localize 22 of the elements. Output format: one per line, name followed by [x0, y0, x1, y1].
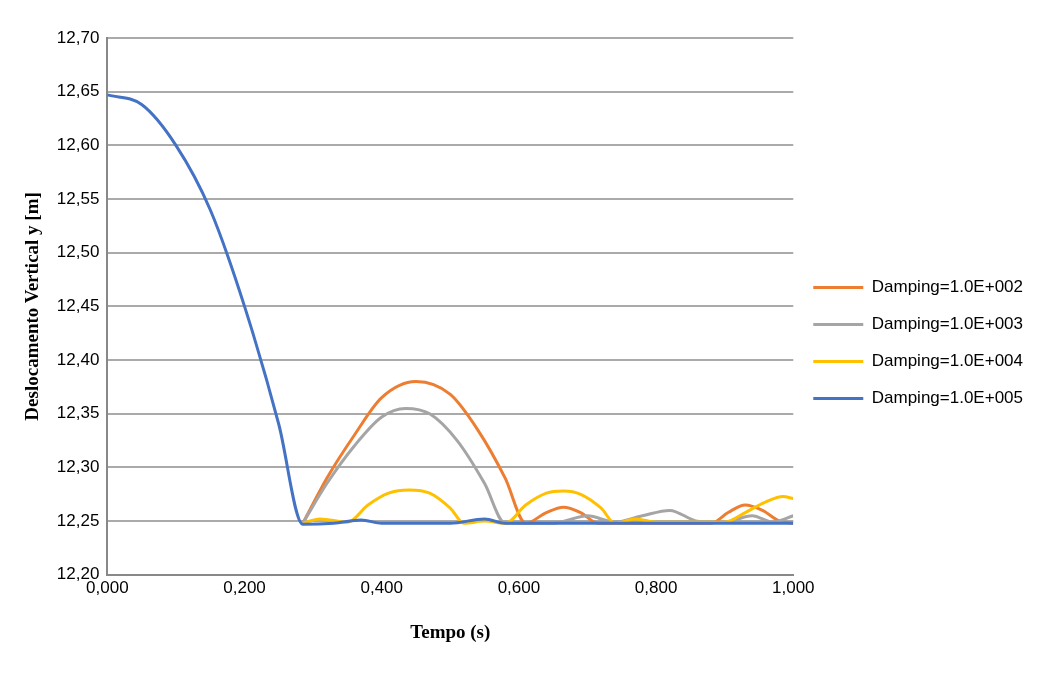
y-tick-label: 12,25 [56, 510, 100, 530]
x-tick-label: 0,800 [634, 577, 678, 597]
y-tick-label: 12,30 [56, 457, 100, 477]
legend-label: Damping=1.0E+002 [871, 277, 1024, 297]
x-tick-label: 1,000 [772, 577, 815, 597]
x-tick-label: 0,200 [223, 577, 266, 597]
x-tick-label: 0,600 [497, 577, 541, 597]
y-tick-label: 12,50 [56, 242, 100, 262]
y-tick-label: 12,55 [56, 188, 100, 208]
y-tick-label: 12,40 [56, 349, 100, 369]
legend-label: Damping=1.0E+005 [871, 388, 1024, 408]
line-series [107, 93, 794, 526]
y-axis-title: Deslocamento Vertical y [m] [21, 192, 43, 421]
y-tick-label: 12,60 [56, 135, 100, 155]
y-tick-label: 12,65 [56, 81, 100, 101]
x-axis-title: Tempo (s) [410, 620, 491, 643]
legend-label: Damping=1.0E+003 [871, 314, 1024, 334]
y-tick-label: 12,45 [56, 296, 100, 316]
y-tick-label: 12,35 [56, 403, 100, 423]
x-tick-label: 0,400 [360, 577, 403, 597]
legend-label: Damping=1.0E+004 [871, 351, 1024, 371]
y-tick-label: 12,70 [56, 27, 100, 47]
